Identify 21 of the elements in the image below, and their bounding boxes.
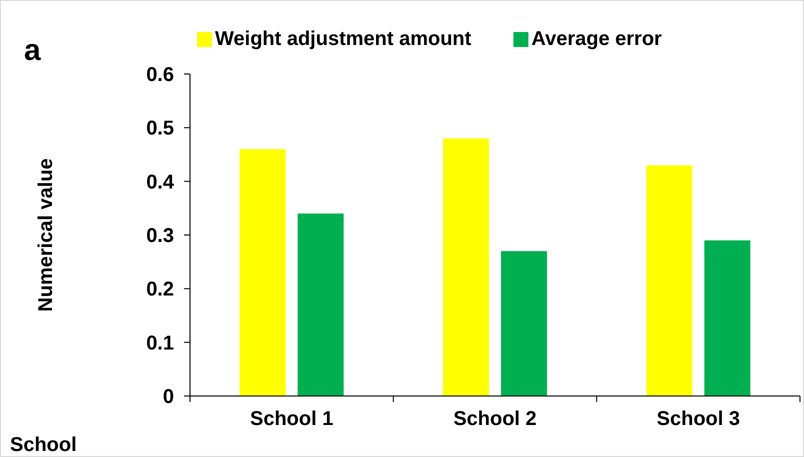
- y-tick-label: 0.1: [146, 332, 174, 354]
- bar: [298, 214, 344, 396]
- x-tick-label: School 3: [656, 408, 740, 430]
- y-axis-title: Numerical value: [35, 158, 57, 312]
- bar: [704, 240, 750, 396]
- y-tick-label: 0.2: [146, 278, 174, 301]
- text: a: [24, 34, 41, 67]
- y-tick-label: 0.3: [146, 225, 174, 247]
- x-tick-label: School 2: [453, 408, 537, 430]
- legend-label: Average error: [531, 28, 662, 50]
- y-tick-label: 0: [162, 386, 174, 408]
- bar: [501, 251, 547, 396]
- y-tick-label: 0.6: [146, 64, 174, 86]
- x-axis-title: School: [10, 434, 77, 456]
- bar: [240, 149, 286, 396]
- x-tick-label: School 1: [250, 408, 334, 430]
- y-tick-label: 0.5: [146, 118, 174, 140]
- bar: [646, 165, 692, 396]
- legend-label: Weight adjustment amount: [215, 28, 472, 50]
- bar: [443, 138, 489, 396]
- y-tick-label: 0.4: [146, 171, 175, 194]
